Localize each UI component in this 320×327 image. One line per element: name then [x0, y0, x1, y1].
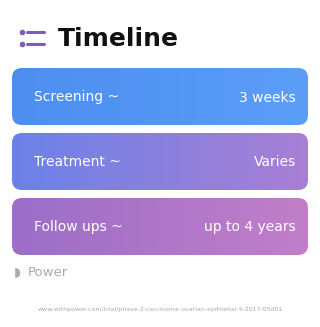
Text: Power: Power	[28, 266, 68, 279]
Text: 3 weeks: 3 weeks	[239, 91, 296, 105]
Text: Varies: Varies	[254, 156, 296, 169]
Text: Screening ~: Screening ~	[34, 91, 119, 105]
Text: Follow ups ~: Follow ups ~	[34, 220, 123, 234]
Text: Timeline: Timeline	[58, 27, 179, 51]
Text: Treatment ~: Treatment ~	[34, 156, 121, 169]
Text: www.withpower.com/trial/phase-3-carcinoma-ovarian-epithelial-4-2017-05d01: www.withpower.com/trial/phase-3-carcinom…	[37, 307, 283, 313]
Text: up to 4 years: up to 4 years	[204, 220, 296, 234]
Text: ◗: ◗	[14, 266, 21, 279]
